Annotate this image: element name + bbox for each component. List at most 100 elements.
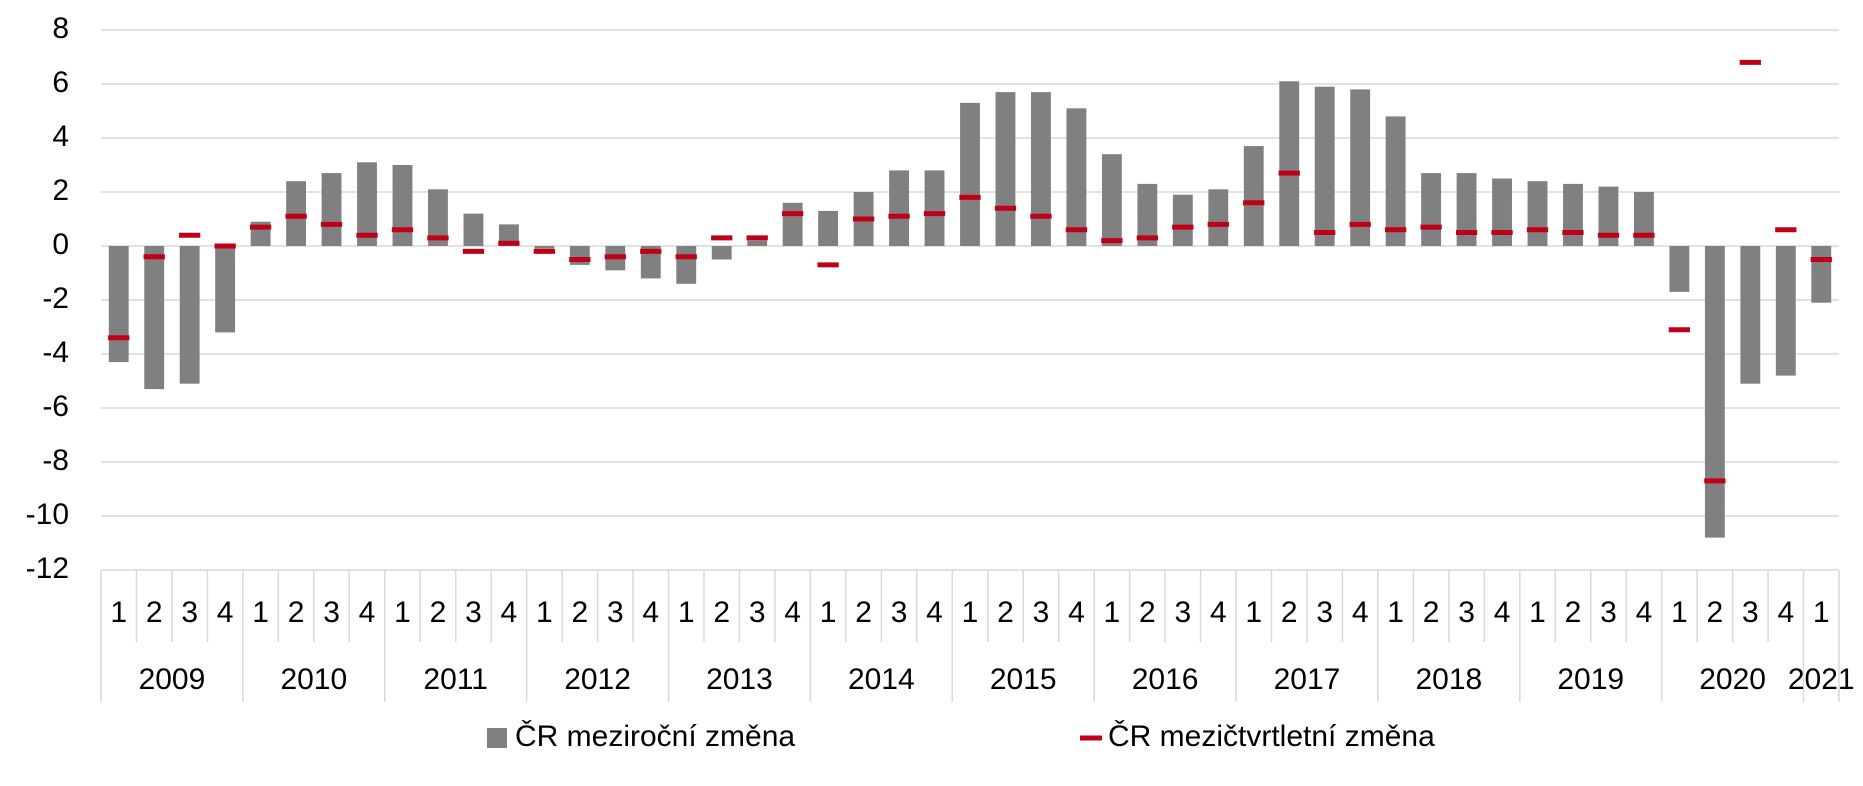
x-tick-label: 3 xyxy=(181,596,198,629)
x-tick-label: 2 xyxy=(571,596,588,629)
y-tick-label: 2 xyxy=(52,174,69,207)
bar xyxy=(392,165,413,246)
x-tick-label: 1 xyxy=(1104,596,1121,629)
bar xyxy=(1492,178,1512,246)
x-tick-label: 3 xyxy=(891,596,908,629)
x-tick-label: 2 xyxy=(288,596,305,629)
year-label: 2013 xyxy=(706,663,773,696)
x-tick-label: 4 xyxy=(926,596,943,629)
year-label: 2010 xyxy=(280,663,347,696)
bar xyxy=(1775,246,1796,376)
bar xyxy=(640,246,661,279)
bar xyxy=(357,162,377,246)
x-tick-label: 4 xyxy=(1210,596,1227,629)
x-tick-label: 1 xyxy=(536,596,553,629)
bar xyxy=(1243,146,1264,246)
x-tick-label: 3 xyxy=(1033,596,1050,629)
bar xyxy=(569,246,590,265)
y-tick-label: -12 xyxy=(26,552,69,585)
bar xyxy=(286,181,307,246)
x-tick-label: 3 xyxy=(1174,596,1191,629)
bar xyxy=(1421,173,1442,246)
bar xyxy=(1137,183,1158,246)
x-tick-label: 2 xyxy=(430,596,447,629)
bar xyxy=(428,189,448,246)
x-tick-label: 1 xyxy=(1245,596,1262,629)
bar xyxy=(676,246,697,284)
bar xyxy=(960,102,980,247)
x-tick-label: 4 xyxy=(1777,596,1794,629)
x-tick-label: 4 xyxy=(501,596,518,629)
x-tick-label: 1 xyxy=(820,596,837,629)
year-label: 2020 xyxy=(1699,663,1766,696)
bar xyxy=(498,224,519,246)
x-tick-label: 2 xyxy=(1707,596,1724,629)
x-tick-label: 3 xyxy=(1600,596,1617,629)
year-label: 2016 xyxy=(1132,663,1199,696)
x-tick-label: 2 xyxy=(997,596,1014,629)
year-label: 2019 xyxy=(1557,663,1624,696)
x-tick-label: 1 xyxy=(1529,596,1546,629)
bar xyxy=(782,202,803,246)
bar xyxy=(1279,81,1300,246)
x-tick-label: 3 xyxy=(1742,596,1759,629)
x-tick-label: 2 xyxy=(855,596,872,629)
y-tick-label: -6 xyxy=(42,390,69,423)
x-tick-label: 1 xyxy=(1813,596,1830,629)
bar xyxy=(1633,192,1654,246)
x-tick-label: 4 xyxy=(784,596,801,629)
bar xyxy=(995,92,1016,246)
x-tick-label: 3 xyxy=(465,596,482,629)
bar xyxy=(1172,194,1193,246)
bar xyxy=(1704,246,1725,538)
x-tick-label: 1 xyxy=(110,596,127,629)
x-tick-label: 3 xyxy=(607,596,624,629)
year-label: 2011 xyxy=(423,663,488,696)
bar xyxy=(1208,189,1229,246)
x-tick-label: 3 xyxy=(1316,596,1333,629)
x-tick-label: 2 xyxy=(713,596,730,629)
y-tick-label: 0 xyxy=(52,228,69,261)
bar xyxy=(179,246,200,384)
bar xyxy=(1385,116,1406,247)
x-tick-label: 2 xyxy=(1423,596,1440,629)
x-tick-label: 1 xyxy=(252,596,269,629)
bar xyxy=(924,170,945,246)
x-tick-label: 3 xyxy=(749,596,766,629)
x-tick-label: 1 xyxy=(678,596,695,629)
x-tick-label: 4 xyxy=(1068,596,1085,629)
y-tick-label: 8 xyxy=(52,12,69,45)
legend-label: ČR meziroční změna xyxy=(515,719,795,753)
bar xyxy=(321,173,342,246)
bar xyxy=(1527,181,1548,246)
x-tick-label: 1 xyxy=(394,596,411,629)
bar xyxy=(1563,183,1583,246)
y-tick-label: 4 xyxy=(52,120,69,153)
year-label: 2018 xyxy=(1415,663,1482,696)
bar xyxy=(889,170,909,246)
y-tick-label: -10 xyxy=(26,498,69,531)
bar xyxy=(747,240,768,246)
bar xyxy=(108,246,129,363)
year-label: 2014 xyxy=(848,663,915,696)
bar xyxy=(818,210,839,246)
bar xyxy=(1669,246,1690,292)
bar xyxy=(1811,246,1832,303)
legend-swatch xyxy=(487,728,507,748)
x-tick-label: 4 xyxy=(1494,596,1511,629)
x-tick-label: 2 xyxy=(1281,596,1298,629)
year-label: 2017 xyxy=(1274,663,1341,696)
bar xyxy=(1101,154,1122,246)
legend-label: ČR mezičtvrtletní změna xyxy=(1108,719,1435,753)
x-tick-label: 1 xyxy=(962,596,979,629)
x-tick-label: 2 xyxy=(146,596,163,629)
y-tick-label: 6 xyxy=(52,66,69,99)
x-tick-label: 1 xyxy=(1671,596,1688,629)
x-tick-label: 4 xyxy=(217,596,234,629)
y-tick-label: -4 xyxy=(42,336,69,369)
bar xyxy=(1066,108,1087,246)
year-label: 2012 xyxy=(564,663,631,696)
x-tick-label: 2 xyxy=(1565,596,1582,629)
bar xyxy=(215,246,236,333)
